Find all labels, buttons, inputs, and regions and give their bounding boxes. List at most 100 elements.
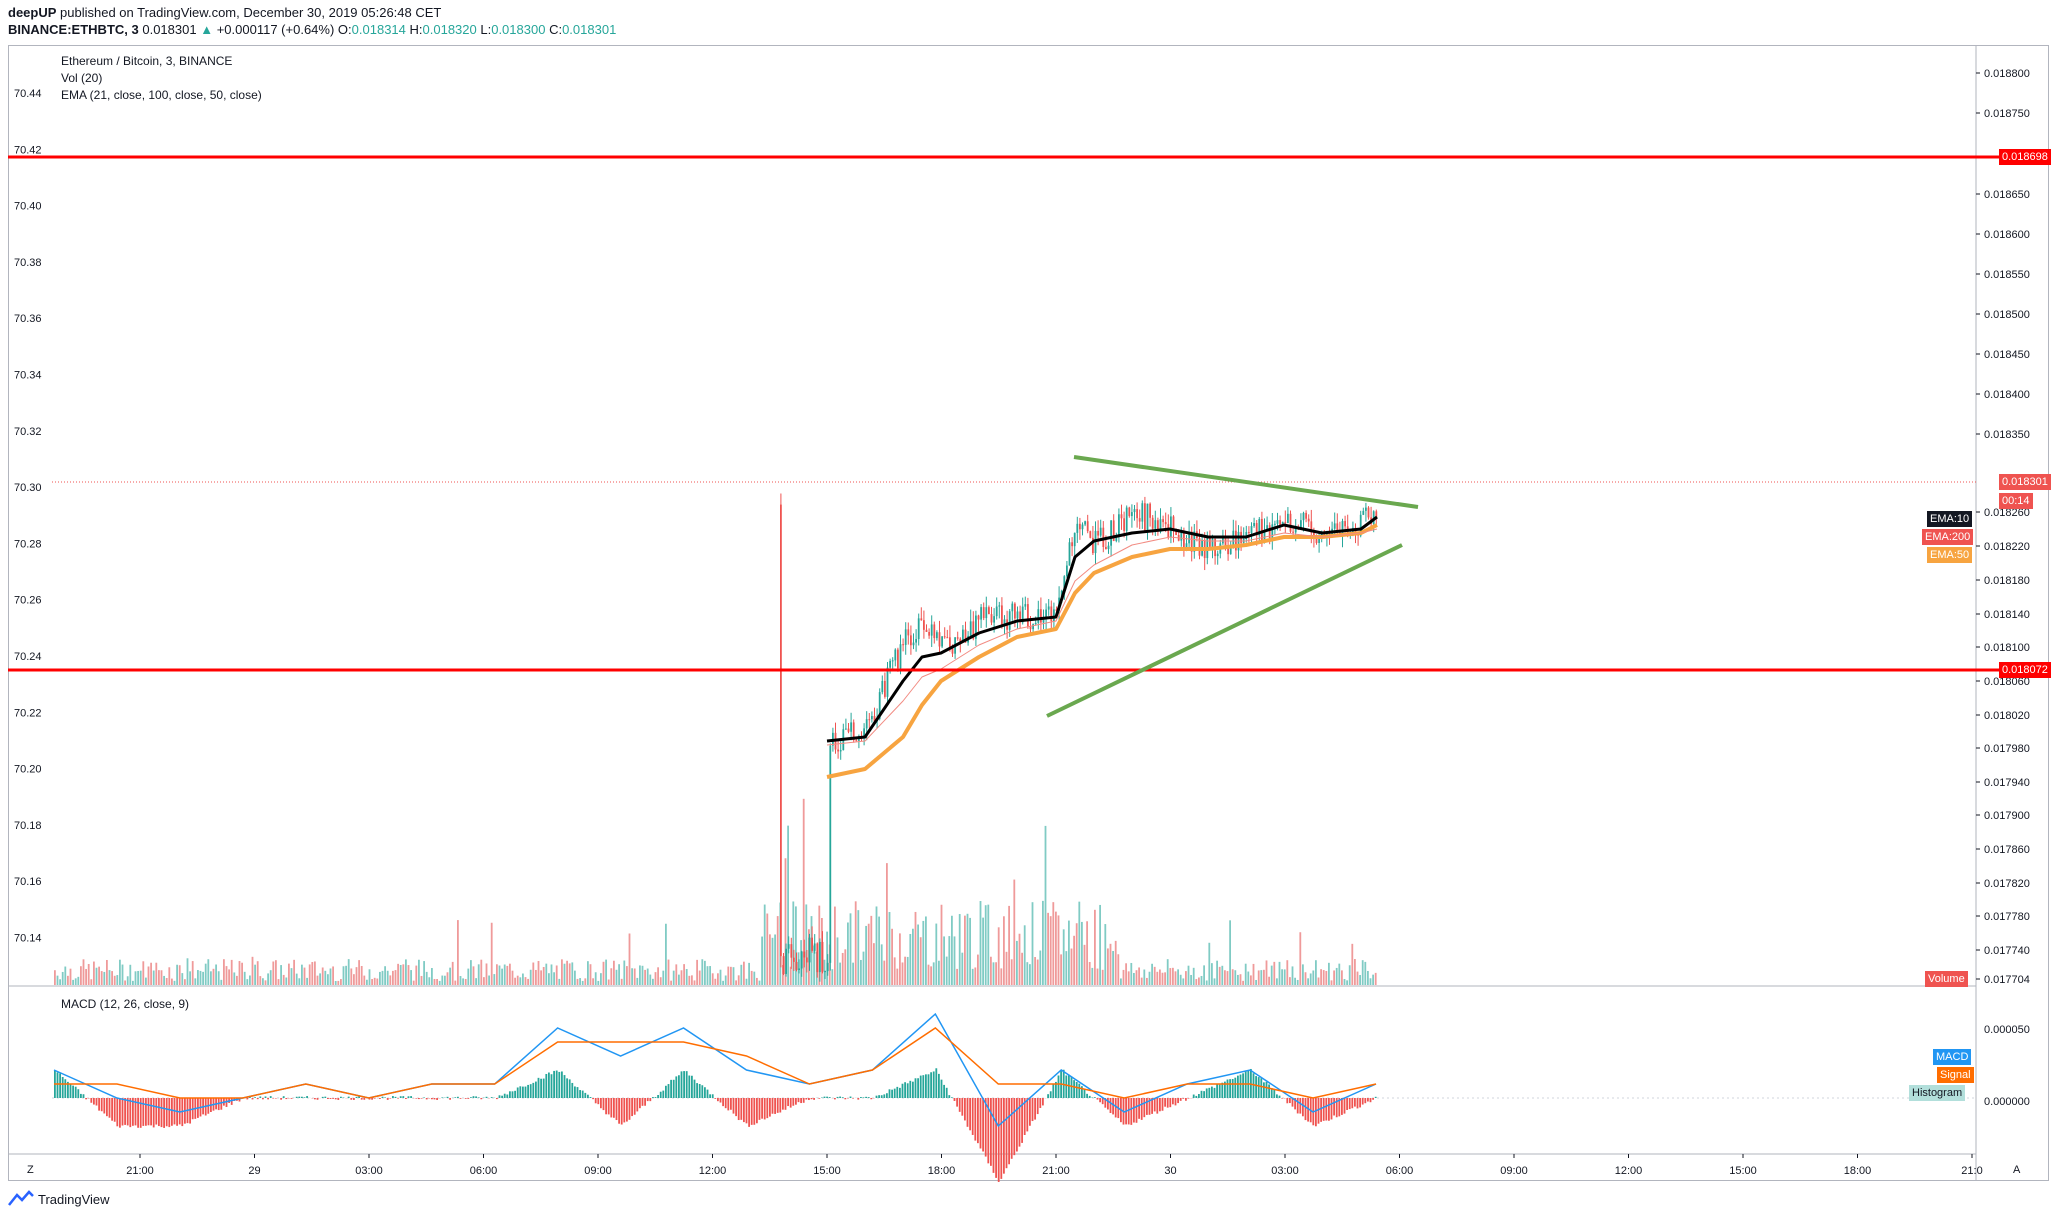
volume-bar xyxy=(496,964,498,985)
candle-body xyxy=(964,629,967,643)
volume-bar xyxy=(706,966,709,985)
volume-bar xyxy=(1182,978,1185,985)
volume-bar xyxy=(59,979,61,985)
ema-legend[interactable]: EMA (21, close, 100, close, 50, close) xyxy=(61,88,262,102)
histogram-bar xyxy=(678,1075,680,1098)
candle-body xyxy=(1183,531,1185,548)
volume-bar xyxy=(69,968,72,985)
candle-body xyxy=(1261,518,1263,542)
histogram-bar xyxy=(1333,1098,1335,1116)
histogram-bar xyxy=(496,1098,498,1100)
volume-bar xyxy=(1322,970,1325,985)
volume-bar xyxy=(410,970,412,985)
volume-bar xyxy=(880,944,883,985)
candle-body xyxy=(816,943,819,973)
candle-body xyxy=(1125,507,1128,531)
histogram-bar xyxy=(943,1084,945,1098)
right-tick-label: 0.017940 xyxy=(1984,777,2030,789)
histogram-bar xyxy=(810,1098,813,1100)
histogram-bar xyxy=(358,1096,360,1098)
volume-bar xyxy=(540,970,542,985)
volume-bar xyxy=(1036,959,1039,985)
volume-bar xyxy=(451,961,454,985)
volume-bar xyxy=(184,979,186,985)
histogram-bar xyxy=(680,1071,683,1098)
tradingview-logo-icon[interactable] xyxy=(8,1190,34,1209)
volume-bar xyxy=(1237,974,1239,985)
volume-bar xyxy=(293,959,295,985)
volume-bar xyxy=(971,968,974,985)
histogram-bar xyxy=(771,1098,774,1114)
histogram-bar xyxy=(805,1098,808,1100)
histogram-bar xyxy=(454,1097,457,1098)
chart-frame[interactable] xyxy=(8,45,2049,1181)
volume-bar xyxy=(119,959,121,985)
candle-body xyxy=(803,951,806,958)
volume-bar xyxy=(1018,933,1021,985)
candle-body xyxy=(1118,514,1120,536)
histogram-bar xyxy=(1031,1098,1034,1122)
volume-bar xyxy=(537,960,540,985)
histogram-bar xyxy=(399,1096,402,1098)
candle-body xyxy=(1292,531,1294,533)
candle-body xyxy=(1123,518,1125,531)
histogram-bar xyxy=(888,1089,891,1098)
histogram-bar xyxy=(1231,1079,1234,1098)
histogram-bar xyxy=(353,1098,355,1100)
volume-bar xyxy=(85,968,87,985)
right-tick-label: 0.018060 xyxy=(1984,676,2030,688)
zoom-button[interactable]: Z xyxy=(27,1164,34,1176)
volume-bar xyxy=(238,961,241,985)
volume-legend[interactable]: Vol (20) xyxy=(61,71,103,85)
histogram-bar xyxy=(1047,1094,1049,1098)
volume-bar xyxy=(124,980,126,985)
symbol-label: BINANCE:ETHBTC, 3 xyxy=(8,22,139,37)
histogram-bar xyxy=(1354,1098,1356,1107)
volume-bar xyxy=(425,971,428,985)
candle-body xyxy=(1014,603,1016,619)
volume-bar xyxy=(727,966,730,985)
trendlines[interactable] xyxy=(1046,455,1419,718)
candle-body xyxy=(1112,520,1115,541)
tradingview-brand[interactable]: TradingView xyxy=(38,1192,110,1207)
histogram-bar xyxy=(628,1098,631,1120)
volume-bar xyxy=(667,959,670,985)
candle-body xyxy=(1146,503,1149,531)
right-tick-label: 0.018450 xyxy=(1984,349,2030,361)
volume-bar xyxy=(945,956,948,985)
time-tick-label: 03:00 xyxy=(1271,1165,1299,1177)
candle-body xyxy=(829,745,832,963)
histogram-bar xyxy=(639,1098,641,1109)
histogram-bar xyxy=(1159,1098,1161,1112)
symbol-title[interactable]: Ethereum / Bitcoin, 3, BINANCE xyxy=(61,54,233,68)
volume-bar xyxy=(280,965,282,985)
volume-bar xyxy=(1286,960,1289,985)
histogram-bar xyxy=(1130,1098,1133,1125)
volume-bar xyxy=(893,957,896,985)
candle-body xyxy=(891,660,894,662)
histogram-bar xyxy=(1330,1098,1333,1120)
lower-trendline xyxy=(1046,543,1403,718)
volume-bar xyxy=(1104,924,1107,985)
histogram-bar xyxy=(958,1098,961,1112)
volume-bar xyxy=(995,962,997,985)
horizontal-levels[interactable] xyxy=(8,155,2049,672)
histogram-bar xyxy=(992,1098,995,1173)
volume-bar xyxy=(1003,916,1005,985)
right-tick-label: 0.018750 xyxy=(1984,108,2030,120)
volume-bar xyxy=(576,978,579,985)
histogram-bar xyxy=(763,1098,766,1120)
volume-bar xyxy=(236,975,238,985)
histogram-bar xyxy=(1328,1098,1330,1121)
candle-body xyxy=(1216,553,1219,557)
histogram-bar xyxy=(969,1098,971,1131)
macd-title[interactable]: MACD (12, 26, close, 9) xyxy=(61,997,190,1011)
change-arrow-icon: ▲ xyxy=(200,22,214,37)
histogram-bar xyxy=(1127,1098,1130,1125)
auto-scale-button[interactable]: A xyxy=(2013,1164,2021,1176)
volume-bar xyxy=(787,825,789,985)
author-name[interactable]: deepUP xyxy=(8,5,57,20)
main-legend: Ethereum / Bitcoin, 3, BINANCE Vol (20) … xyxy=(61,53,262,104)
time-axis[interactable]: 21:00 29 03:00 06:00 09:00 12:00 15:00 18:00 21:… xyxy=(126,1154,1983,1177)
